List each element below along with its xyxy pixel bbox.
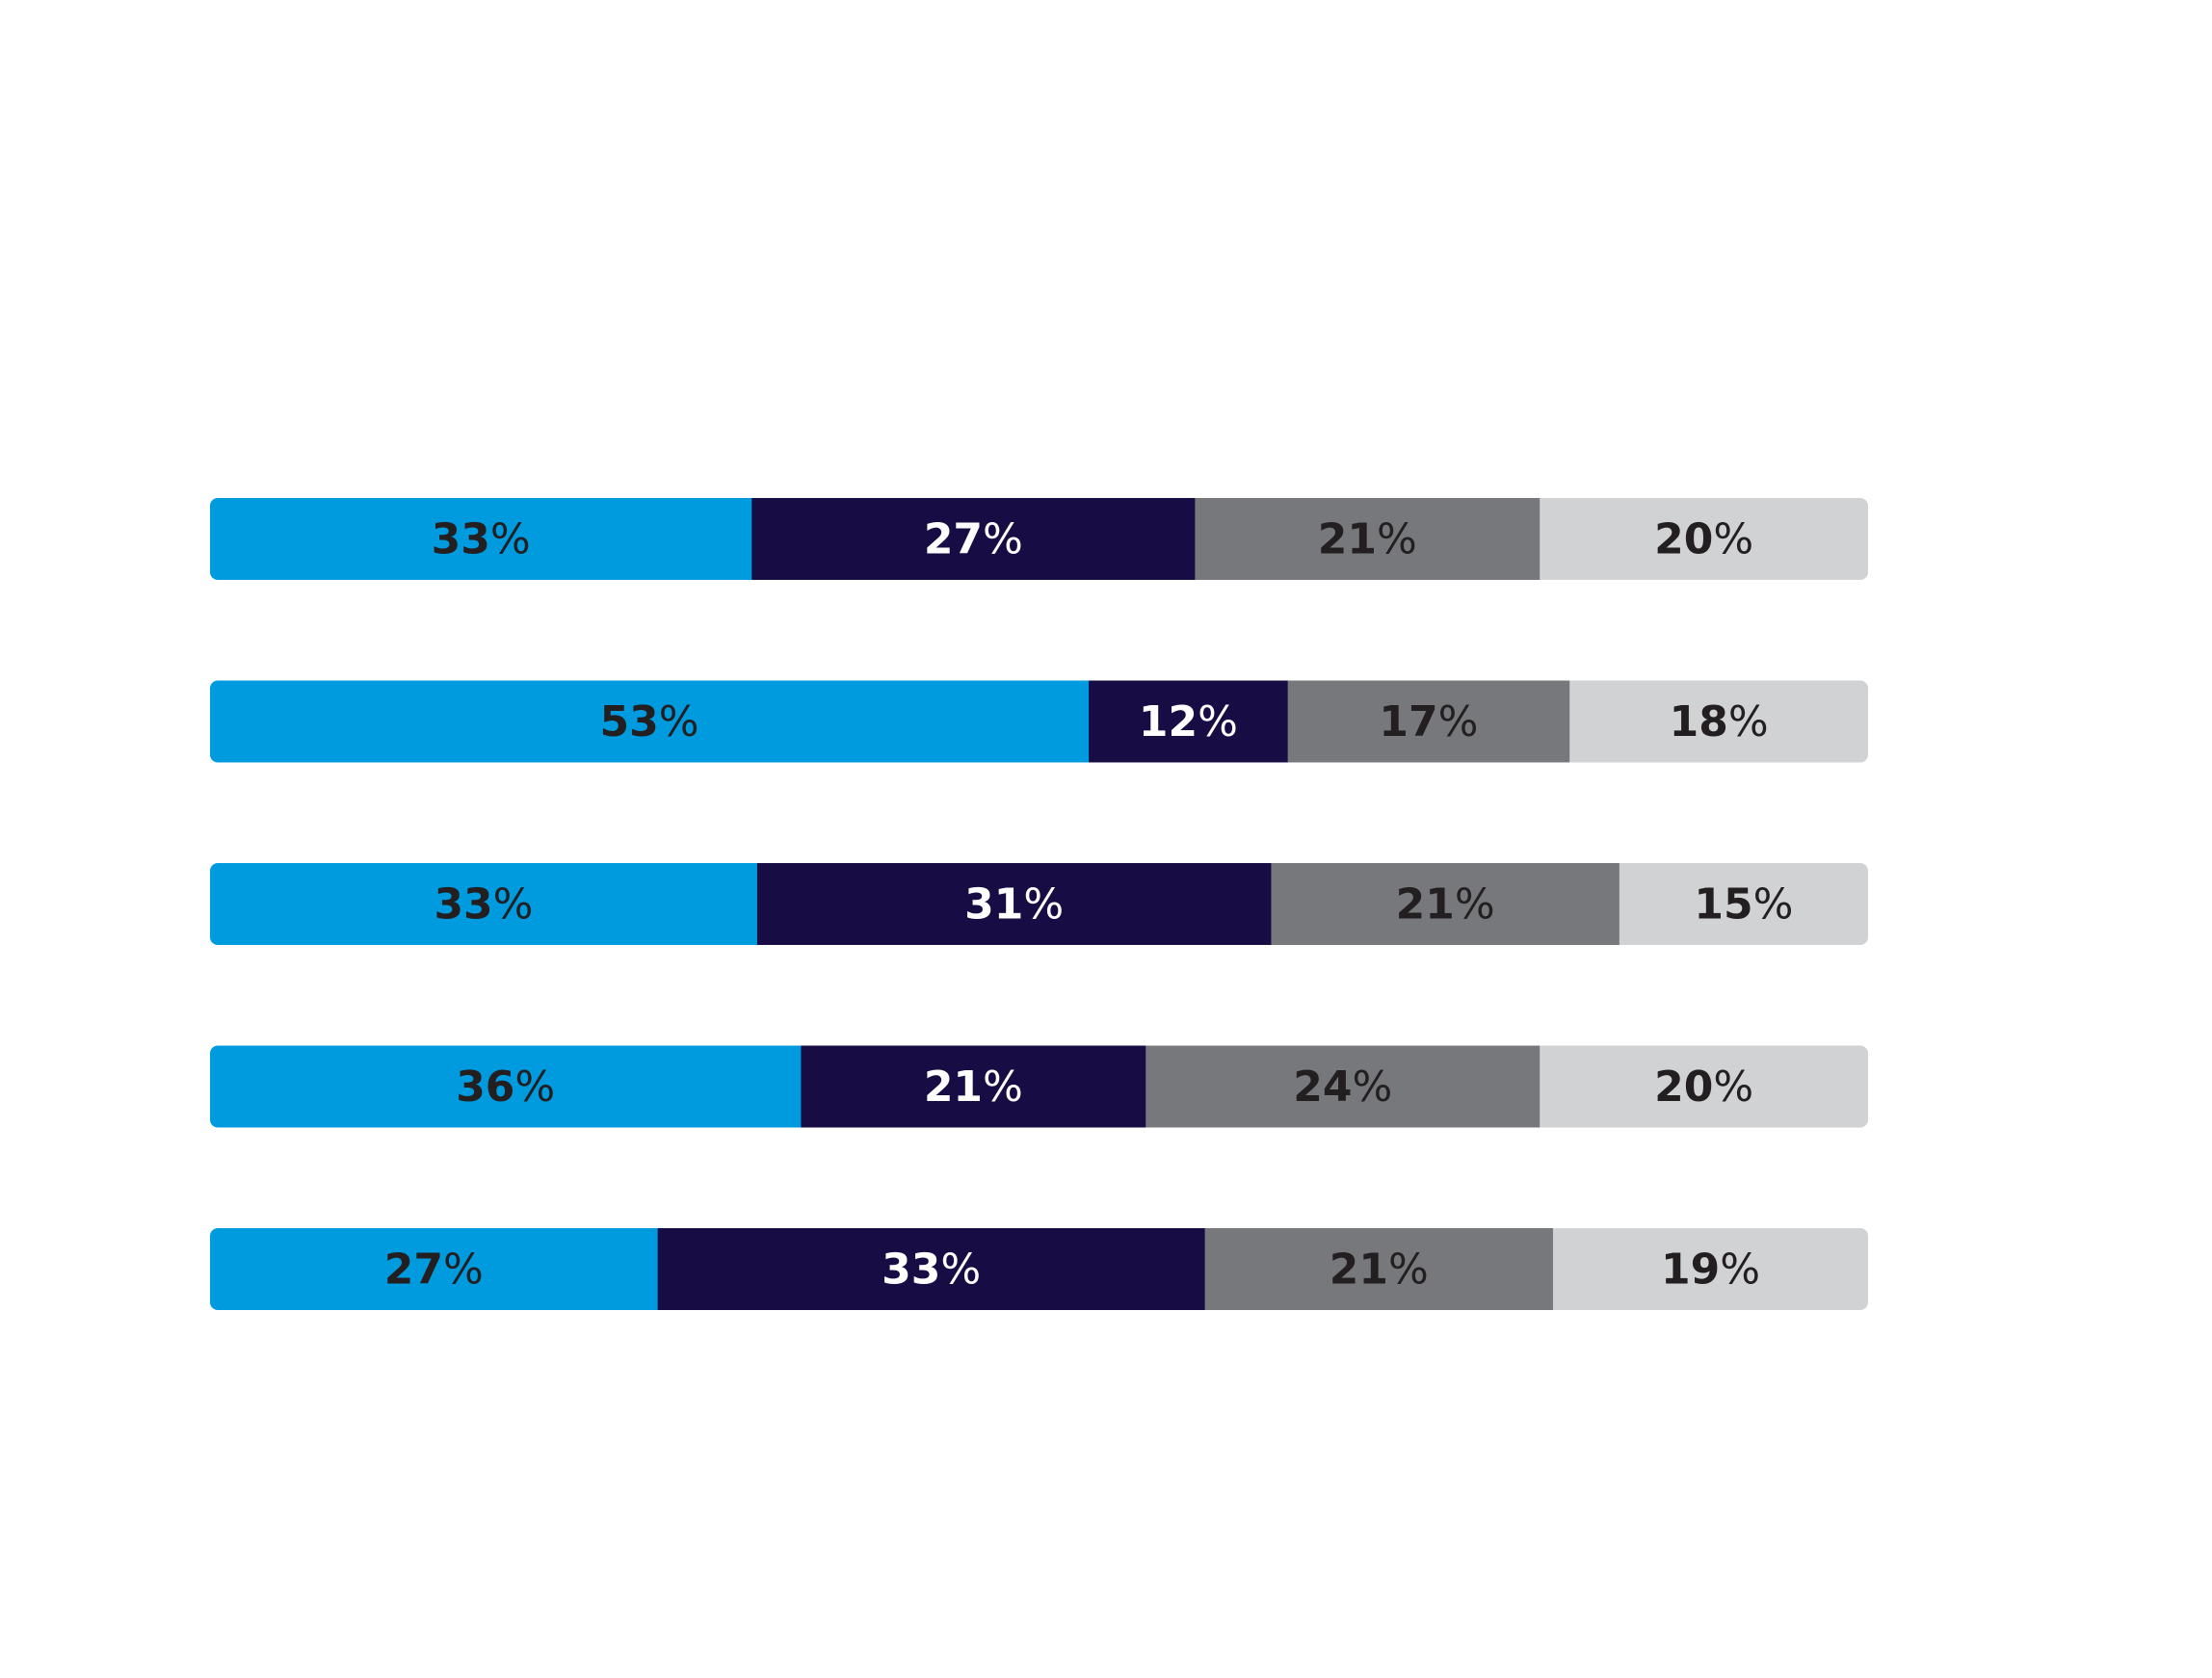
data-label: 17% <box>1379 697 1478 747</box>
bar-segment <box>1146 1045 1540 1128</box>
data-label: 53% <box>600 697 699 747</box>
data-label: 21% <box>1318 515 1417 564</box>
bar-segment <box>1540 498 1868 580</box>
bar-rows: 33% 27% 21% 20% 53% 12% 17% 18% 33% 31% 21% 15% 36% 2… <box>210 498 1868 1310</box>
data-label: 31% <box>964 880 1064 930</box>
data-label: 21% <box>1330 1245 1429 1295</box>
bar-segment <box>1204 1228 1554 1310</box>
bar-segment <box>756 863 1272 945</box>
bar-segment <box>1540 1045 1868 1128</box>
bar-segments <box>210 498 1868 580</box>
bar-row-3: 33% 31% 21% 15% <box>210 863 1868 945</box>
bar-segment <box>1619 863 1868 945</box>
data-label: 18% <box>1670 697 1769 747</box>
bar-row-4: 36% 21% 24% 20% <box>210 1045 1868 1128</box>
bar-segments <box>210 863 1868 945</box>
bar-row-1: 33% 27% 21% 20% <box>210 498 1868 580</box>
data-label: 27% <box>924 515 1023 564</box>
bar-segment <box>1195 498 1540 580</box>
bar-segment <box>1287 680 1570 763</box>
data-label: 20% <box>1654 1062 1753 1112</box>
bar-segments <box>210 1045 1868 1128</box>
data-label: 27% <box>384 1245 484 1295</box>
data-label: 12% <box>1139 697 1238 747</box>
bar-row-5: 27% 33% 21% 19% <box>210 1228 1868 1310</box>
bar-segment <box>1271 863 1620 945</box>
bar-row-2: 53% 12% 17% 18% <box>210 680 1868 763</box>
data-label: 21% <box>1396 880 1495 930</box>
bar-segment <box>801 1045 1146 1128</box>
data-label: 24% <box>1293 1062 1392 1112</box>
data-label: 15% <box>1694 880 1793 930</box>
bar-segment <box>1569 680 1868 763</box>
bar-segment <box>1553 1228 1868 1310</box>
bar-segment <box>210 1228 659 1310</box>
bar-segment <box>657 1228 1206 1310</box>
data-label: 21% <box>924 1062 1023 1112</box>
bar-segment <box>210 863 758 945</box>
bar-segment <box>210 680 1090 763</box>
bar-segment <box>1089 680 1289 763</box>
data-label: 19% <box>1661 1245 1760 1295</box>
bar-segments <box>210 680 1868 763</box>
bar-segments <box>210 1228 1868 1310</box>
data-label: 36% <box>456 1062 555 1112</box>
data-label: 20% <box>1654 515 1753 564</box>
bar-segment <box>210 498 752 580</box>
data-label: 33% <box>434 880 533 930</box>
bar-segment <box>210 1045 802 1128</box>
bar-segment <box>751 498 1196 580</box>
data-label: 33% <box>432 515 531 564</box>
data-label: 33% <box>882 1245 981 1295</box>
